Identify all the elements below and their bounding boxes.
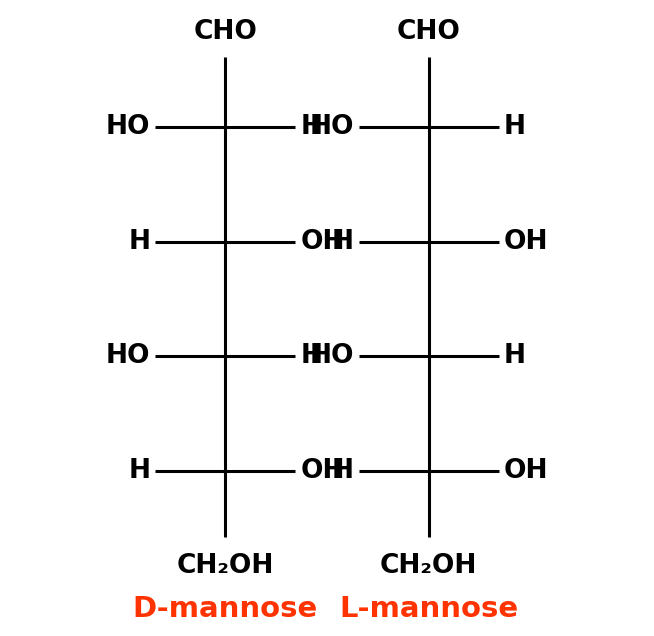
Text: HO: HO	[309, 343, 354, 369]
Text: CHO: CHO	[194, 18, 257, 45]
Text: CHO: CHO	[397, 18, 460, 45]
Text: CH₂OH: CH₂OH	[380, 553, 477, 579]
Text: OH: OH	[504, 229, 548, 254]
Text: HO: HO	[309, 114, 354, 140]
Text: HO: HO	[106, 114, 150, 140]
Text: H: H	[128, 229, 150, 254]
Text: H: H	[332, 458, 354, 483]
Text: H: H	[504, 114, 526, 140]
Text: H: H	[504, 343, 526, 369]
Text: D-mannose: D-mannose	[133, 595, 318, 623]
Text: H: H	[128, 458, 150, 483]
Text: OH: OH	[300, 229, 345, 254]
Text: H: H	[300, 114, 322, 140]
Text: CH₂OH: CH₂OH	[177, 553, 274, 579]
Text: OH: OH	[300, 458, 345, 483]
Text: H: H	[300, 343, 322, 369]
Text: L-mannose: L-mannose	[339, 595, 519, 623]
Text: HO: HO	[106, 343, 150, 369]
Text: OH: OH	[504, 458, 548, 483]
Text: H: H	[332, 229, 354, 254]
